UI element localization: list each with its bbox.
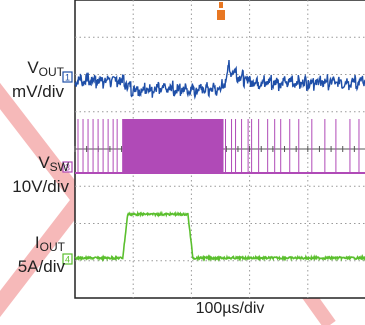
vout-trace (74, 59, 365, 100)
iout-label: I (34, 233, 40, 252)
vout-scale: mV/div (12, 82, 64, 101)
watermark-left-arrow (0, 82, 91, 318)
vout-channel-label: VOUT mV/div (12, 58, 64, 101)
vsw-label: V (38, 153, 50, 172)
vsw-scale: 10V/div (12, 177, 69, 196)
iout-channel-label: IOUT 5A/div (18, 233, 65, 276)
vsw-channel-label: VSW 10V/div (12, 153, 69, 196)
vsw-channel-marker-text: 3 (65, 163, 70, 173)
iout-label-sub: OUT (39, 240, 65, 254)
vout-label-sub: OUT (38, 65, 64, 79)
vout-label: V (27, 58, 39, 77)
iout-channel-marker-text: 4 (65, 255, 70, 265)
iout-channel-marker (62, 253, 73, 265)
iout-trace (74, 210, 365, 263)
vout-channel-marker-text: 1 (65, 73, 70, 83)
iout-scale: 5A/div (17, 257, 65, 276)
vsw-label-sub: SW (49, 160, 69, 174)
trigger-marker-top (219, 2, 224, 8)
vout-channel-marker (62, 71, 73, 83)
trigger-marker (217, 10, 226, 20)
vsw-burst (122, 119, 224, 173)
vsw-channel-marker (62, 161, 73, 173)
time-scale-label: 100µs/div (195, 300, 265, 317)
